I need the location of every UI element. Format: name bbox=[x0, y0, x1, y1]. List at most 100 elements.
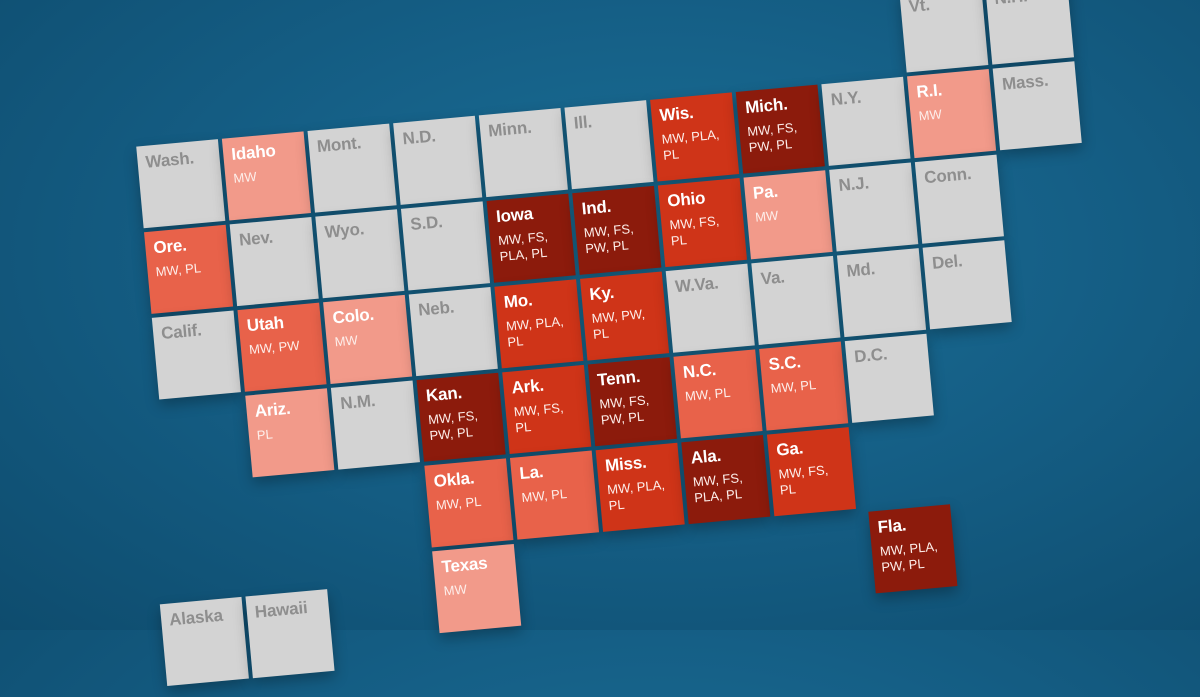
state-abbr: Md. bbox=[845, 259, 876, 281]
state-abbr: S.C. bbox=[767, 352, 802, 375]
state-laws: MW, PW, PL bbox=[591, 306, 646, 342]
state-abbr: Vt. bbox=[907, 0, 931, 16]
state-abbr: N.M. bbox=[339, 390, 377, 414]
state-tile-ore[interactable]: Ore. MW, PL bbox=[144, 224, 234, 314]
state-abbr: Tenn. bbox=[596, 366, 642, 390]
state-abbr: Ore. bbox=[152, 235, 188, 258]
state-laws: MW, FS, PW, PL bbox=[583, 220, 635, 257]
state-laws: MW bbox=[334, 332, 359, 350]
state-tile-n-h[interactable]: N.H. bbox=[984, 0, 1074, 65]
state-tile-mont[interactable]: Mont. bbox=[307, 123, 397, 213]
state-tile-n-y[interactable]: N.Y. bbox=[821, 76, 911, 166]
state-laws: MW, FS, PL bbox=[668, 213, 720, 249]
state-tile-ky[interactable]: Ky. MW, PW, PL bbox=[580, 271, 670, 361]
state-laws: MW, FS, PW, PL bbox=[746, 119, 798, 156]
state-tile-ill[interactable]: Ill. bbox=[564, 100, 654, 190]
state-abbr: Colo. bbox=[331, 304, 375, 328]
state-tile-nev[interactable]: Nev. bbox=[229, 217, 319, 307]
state-tile-iowa[interactable]: Iowa MW, FS, PLA, PL bbox=[486, 193, 576, 283]
state-abbr: Pa. bbox=[752, 181, 779, 203]
state-abbr: Idaho bbox=[230, 141, 277, 164]
state-abbr: N.H. bbox=[993, 0, 1062, 9]
state-tile-vt[interactable]: Vt. bbox=[899, 0, 989, 73]
state-laws: MW, FS, PLA, PL bbox=[692, 470, 744, 506]
state-abbr: Texas bbox=[440, 553, 489, 577]
state-laws: MW, FS, PL bbox=[513, 399, 565, 436]
state-abbr: N.D. bbox=[401, 126, 437, 149]
state-tile-wash[interactable]: Wash. bbox=[136, 139, 226, 229]
state-tile-ariz[interactable]: Ariz. PL bbox=[245, 388, 335, 478]
state-abbr: Ga. bbox=[775, 438, 804, 460]
state-tile-md[interactable]: Md. bbox=[836, 248, 927, 338]
state-tile-ind[interactable]: Ind. MW, FS, PW, PL bbox=[572, 185, 662, 275]
state-tile-ga[interactable]: Ga. MW, FS, PL bbox=[766, 427, 857, 517]
state-abbr: S.D. bbox=[409, 212, 444, 235]
state-tile-okla[interactable]: Okla. MW, PL bbox=[424, 458, 514, 548]
state-laws: MW, FS, PW, PL bbox=[427, 407, 479, 444]
state-tile-colo[interactable]: Colo. MW bbox=[323, 294, 413, 384]
state-tile-n-d[interactable]: N.D. bbox=[393, 115, 483, 205]
state-abbr: Okla. bbox=[432, 468, 476, 491]
state-tile-alaska[interactable]: Alaska bbox=[159, 596, 249, 686]
state-abbr: W.Va. bbox=[674, 273, 720, 297]
state-abbr: Mass. bbox=[1001, 70, 1050, 94]
state-tile-tenn[interactable]: Tenn. MW, FS, PW, PL bbox=[587, 357, 677, 447]
state-tile-fla[interactable]: Fla. MW, PLA, PW, PL bbox=[868, 504, 958, 594]
state-abbr: Ala. bbox=[689, 445, 722, 468]
state-abbr: Wyo. bbox=[323, 219, 365, 242]
state-abbr: Ill. bbox=[573, 112, 593, 133]
state-laws: MW bbox=[443, 581, 468, 599]
state-tile-mich[interactable]: Mich. MW, FS, PW, PL bbox=[735, 84, 825, 174]
state-tile-mo[interactable]: Mo. MW, PLA, PL bbox=[494, 279, 584, 369]
state-abbr: Fla. bbox=[876, 515, 908, 537]
state-tile-pa[interactable]: Pa. MW bbox=[743, 170, 833, 260]
state-tile-la[interactable]: La. MW, PL bbox=[509, 450, 600, 540]
state-tile-n-j[interactable]: N.J. bbox=[829, 162, 919, 252]
state-tile-neb[interactable]: Neb. bbox=[408, 287, 498, 377]
state-abbr: R.I. bbox=[915, 80, 943, 102]
state-tile-hawaii[interactable]: Hawaii bbox=[245, 589, 335, 679]
state-abbr: Calif. bbox=[160, 320, 203, 344]
state-tile-va[interactable]: Va. bbox=[751, 255, 841, 345]
state-tile-n-c[interactable]: N.C. MW, PL bbox=[673, 349, 763, 439]
state-tile-w-va[interactable]: W.Va. bbox=[665, 263, 755, 353]
state-abbr: Wis. bbox=[658, 102, 695, 125]
state-laws: MW, PL bbox=[154, 260, 202, 280]
state-tile-s-c[interactable]: S.C. MW, PL bbox=[759, 341, 849, 431]
state-tile-kan[interactable]: Kan. MW, FS, PW, PL bbox=[416, 372, 506, 462]
state-tile-conn[interactable]: Conn. bbox=[914, 154, 1004, 244]
state-abbr: Neb. bbox=[417, 297, 455, 320]
state-tile-mass[interactable]: Mass. bbox=[992, 61, 1082, 151]
state-tile-ohio[interactable]: Ohio MW, FS, PL bbox=[657, 178, 747, 268]
state-tile-texas[interactable]: Texas MW bbox=[432, 543, 522, 634]
state-abbr: Del. bbox=[931, 251, 964, 273]
state-laws: MW, FS, PL bbox=[777, 462, 829, 498]
state-abbr: Ohio bbox=[666, 188, 706, 211]
state-tile-n-m[interactable]: N.M. bbox=[330, 380, 420, 470]
state-laws: MW, PLA, PL bbox=[505, 313, 565, 350]
state-abbr: Ark. bbox=[510, 375, 545, 398]
state-tile-minn[interactable]: Minn. bbox=[478, 107, 568, 198]
state-abbr: N.C. bbox=[682, 359, 717, 382]
state-tile-r-i[interactable]: R.I. MW bbox=[907, 69, 997, 159]
state-abbr: Nev. bbox=[238, 227, 274, 250]
state-tile-s-d[interactable]: S.D. bbox=[400, 201, 491, 291]
state-laws: PL bbox=[256, 426, 274, 443]
state-laws: MW bbox=[754, 207, 779, 225]
state-tile-wyo[interactable]: Wyo. bbox=[315, 209, 405, 299]
state-laws: MW, PL bbox=[520, 486, 568, 506]
state-tile-del[interactable]: Del. bbox=[922, 240, 1012, 330]
state-tile-wis[interactable]: Wis. MW, PLA, PL bbox=[650, 92, 740, 182]
state-tile-calif[interactable]: Calif. bbox=[151, 310, 241, 400]
state-abbr: Va. bbox=[759, 267, 786, 289]
state-tile-idaho[interactable]: Idaho MW bbox=[221, 131, 311, 221]
state-abbr: Mich. bbox=[744, 94, 789, 118]
state-abbr: Ky. bbox=[588, 282, 615, 305]
state-tile-d-c[interactable]: D.C. bbox=[844, 333, 934, 423]
state-tile-miss[interactable]: Miss. MW, PLA, PL bbox=[595, 442, 685, 532]
state-abbr: Conn. bbox=[923, 164, 973, 188]
state-abbr: Utah bbox=[246, 312, 285, 336]
state-tile-ark[interactable]: Ark. MW, FS, PL bbox=[502, 364, 592, 455]
state-tile-ala[interactable]: Ala. MW, FS, PLA, PL bbox=[681, 434, 771, 525]
state-tile-utah[interactable]: Utah MW, PW bbox=[237, 302, 327, 392]
